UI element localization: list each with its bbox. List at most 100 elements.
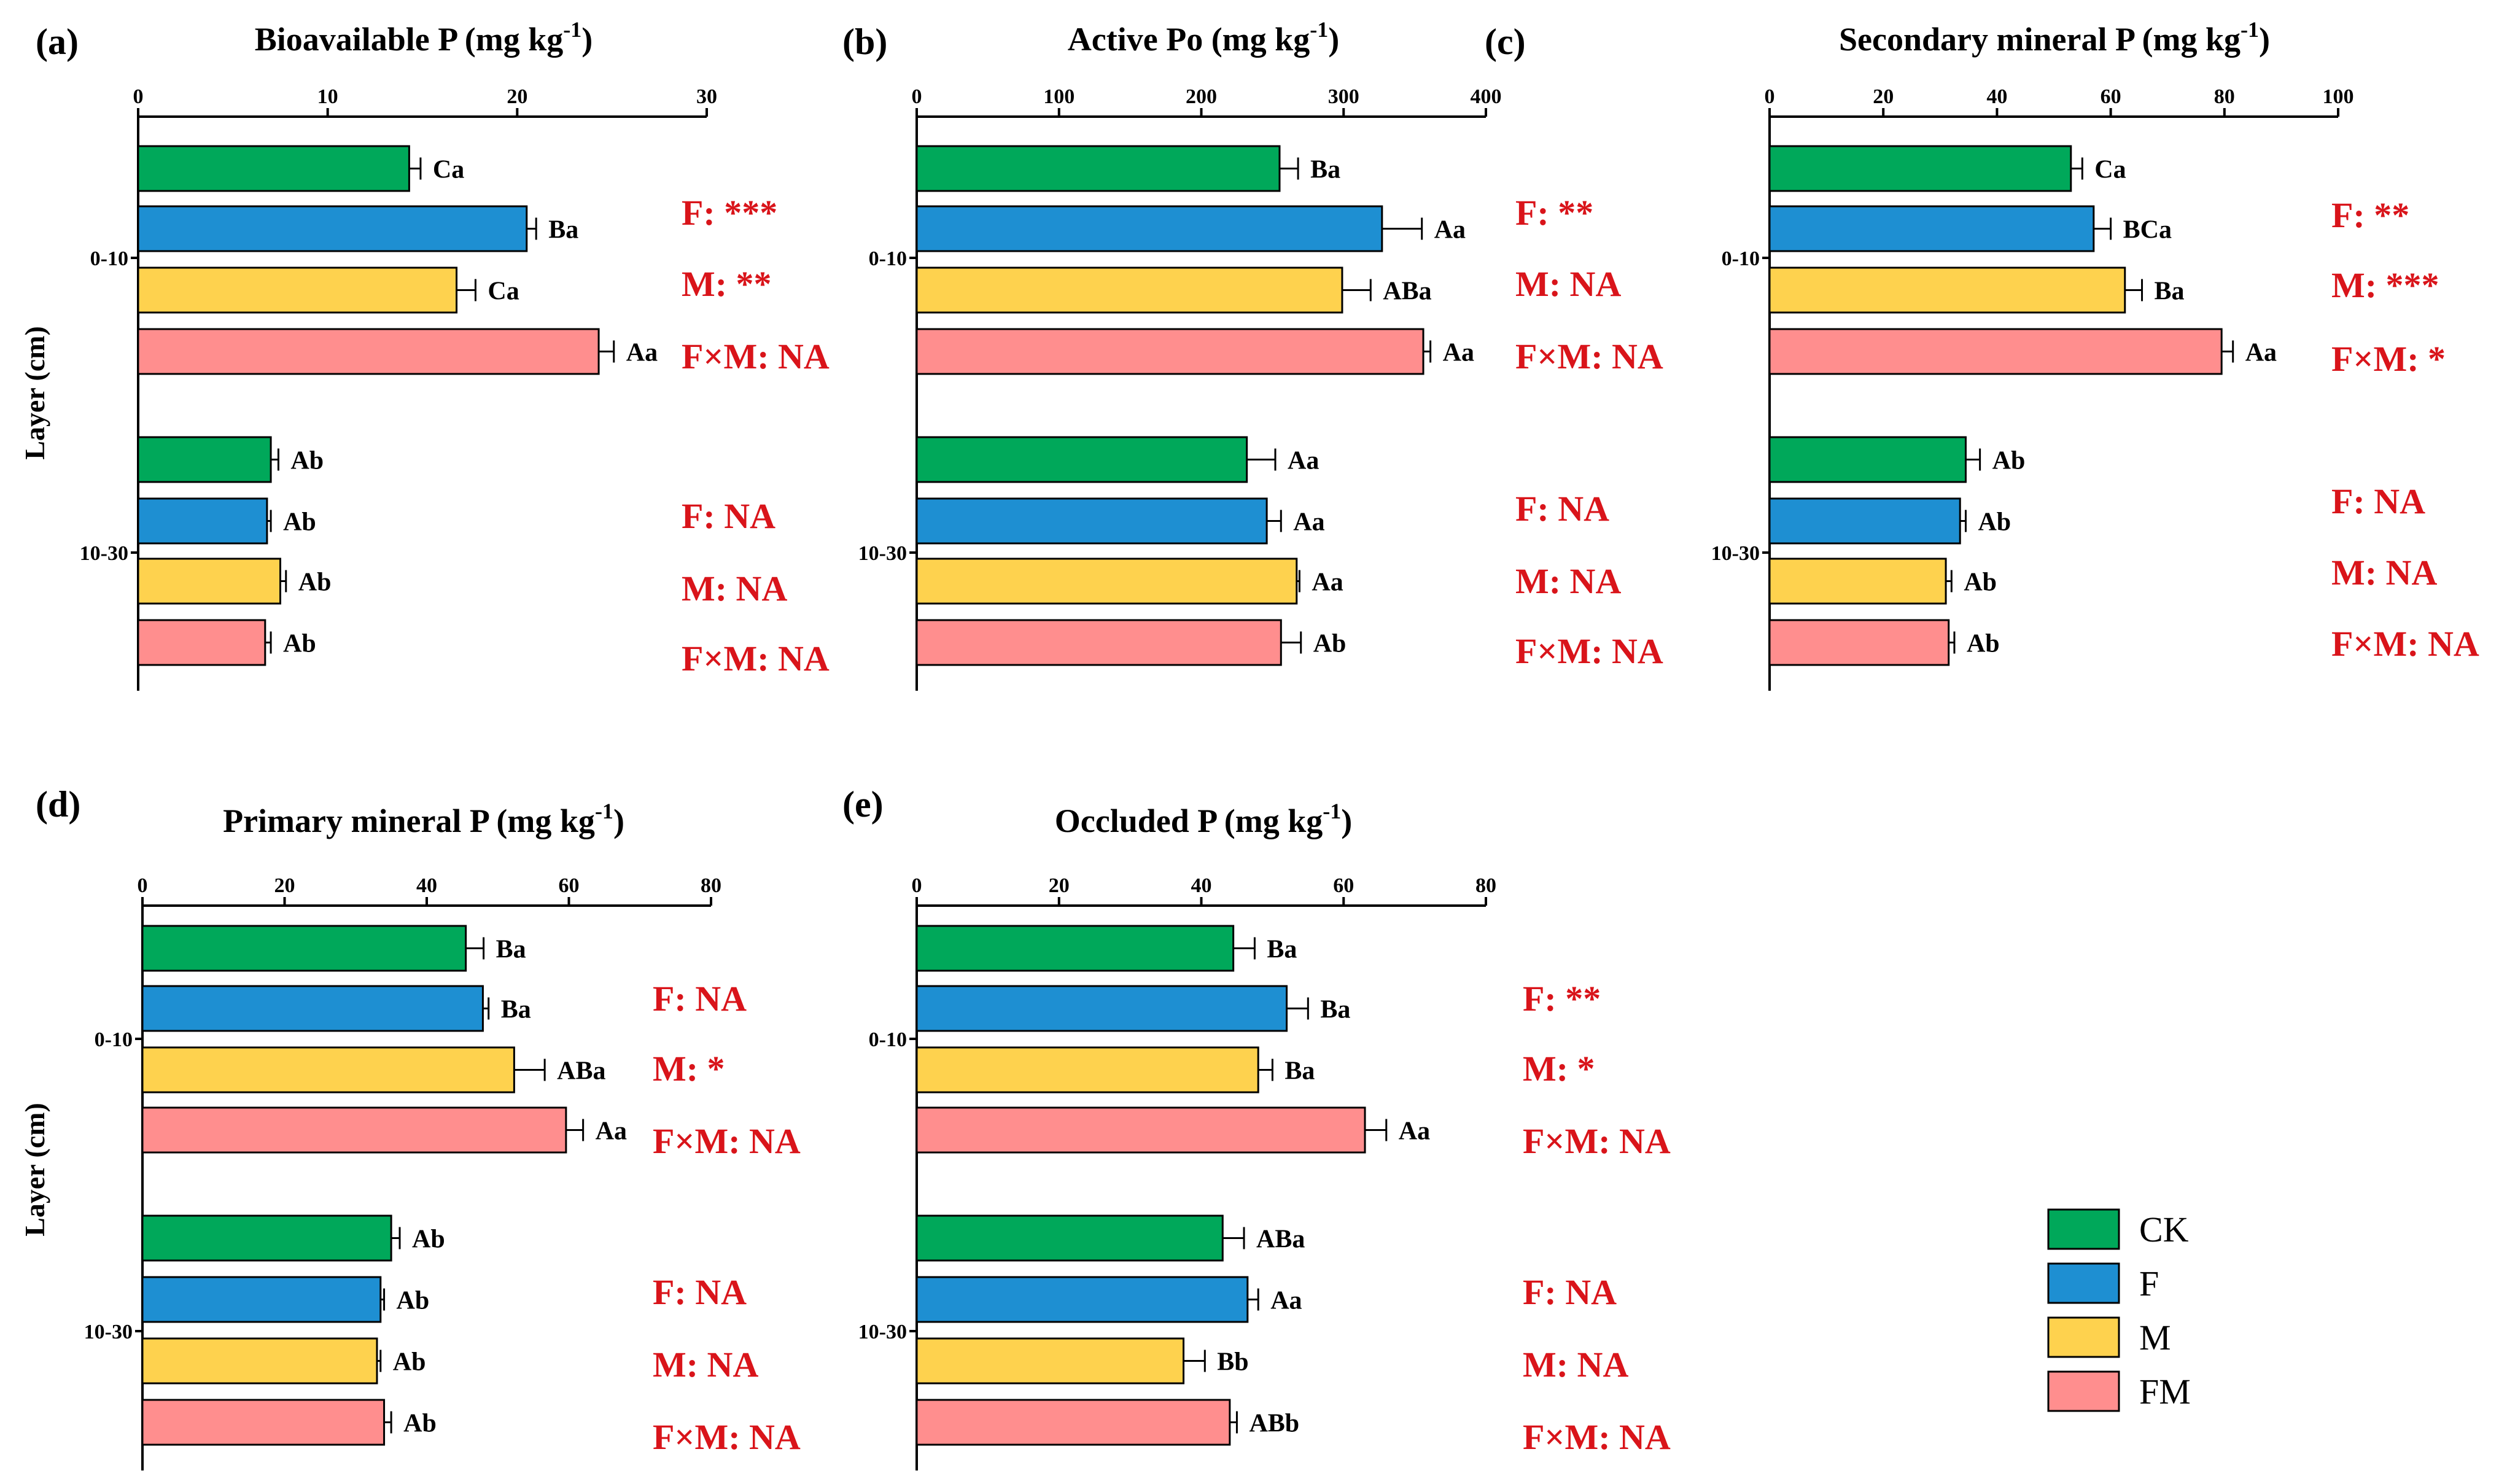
x-tick-label: 40: [1191, 874, 1212, 897]
bar-ck: [915, 925, 1235, 972]
significance-label: Ba: [501, 996, 531, 1024]
bar-fm: [1768, 619, 1950, 666]
x-tick-label: 300: [1328, 85, 1359, 108]
layer-label: 0-10: [869, 247, 907, 270]
significance-label: BCa: [2123, 216, 2172, 244]
bar-ck: [141, 1214, 392, 1262]
x-tick-label: 20: [1873, 85, 1894, 108]
legend-swatch-ck: [2047, 1208, 2120, 1250]
legend-swatch-fm: [2047, 1370, 2120, 1412]
anova-stat: F: ***: [682, 193, 777, 233]
significance-label: Aa: [1434, 216, 1466, 244]
anova-stat: F×M: NA: [653, 1121, 801, 1161]
bar-f: [1768, 205, 2095, 252]
bar-ck: [1768, 145, 2072, 192]
title-main: Occluded P (mg kg: [1055, 802, 1323, 839]
x-tick-label: 20: [1049, 874, 1070, 897]
layer-label: 0-10: [95, 1028, 133, 1051]
bar-ck: [141, 925, 467, 972]
anova-stat: F×M: NA: [1515, 631, 1663, 671]
significance-label: Ab: [412, 1226, 445, 1254]
significance-label: Ab: [283, 508, 316, 537]
bar-ck: [137, 145, 410, 192]
x-tick-label: 0: [138, 874, 148, 897]
bar-m: [1768, 557, 1947, 605]
panel-label: (c): [1485, 21, 1526, 62]
legend-swatch-m: [2047, 1316, 2120, 1358]
x-tick-label: 60: [559, 874, 580, 897]
title-end: ): [581, 21, 593, 58]
significance-label: Ba: [548, 216, 578, 244]
significance-label: Ca: [433, 156, 464, 184]
bar-m: [137, 557, 281, 605]
panel-title: Occluded P (mg kg-1): [1055, 799, 1353, 839]
anova-stat: F: NA: [682, 496, 775, 536]
title-end: ): [1328, 21, 1339, 58]
bar-ck: [137, 436, 272, 483]
significance-label: Aa: [1312, 569, 1343, 597]
legend-label: M: [2139, 1318, 2171, 1358]
bar-m: [915, 266, 1343, 314]
bar-fm: [137, 619, 266, 666]
bar-ck: [915, 436, 1248, 483]
x-tick-label: 20: [507, 85, 527, 108]
significance-label: ABa: [1256, 1226, 1305, 1254]
x-tick-label: 40: [1986, 85, 2007, 108]
x-tick-label: 100: [2323, 85, 2354, 108]
x-tick-label: 80: [701, 874, 721, 897]
anova-stat: M: NA: [1515, 561, 1621, 601]
panels: (a) Bioavailable P (mg kg-1)0 10 20 300-10Ca…: [36, 17, 2479, 1470]
anova-stat: F: **: [1523, 979, 1601, 1019]
title-main: Secondary mineral P (mg kg: [1839, 21, 2241, 58]
x-tick-label: 200: [1186, 85, 1217, 108]
significance-label: Ab: [403, 1410, 437, 1438]
layer-label: 0-10: [1722, 247, 1760, 270]
title-main: Active Po (mg kg: [1068, 21, 1310, 58]
x-tick-label: 80: [1475, 874, 1496, 897]
title-superscript: -1: [1323, 799, 1341, 823]
bar-ck: [1768, 436, 1967, 483]
y-axis-label-top: Layer (cm): [19, 326, 50, 460]
bar-f: [915, 205, 1383, 252]
anova-stat: F: NA: [2331, 481, 2425, 521]
significance-label: Ba: [2155, 278, 2185, 306]
anova-stat: M: *: [1523, 1049, 1595, 1089]
bar-f: [915, 985, 1288, 1032]
significance-label: Ab: [283, 630, 316, 658]
bar-m: [915, 1337, 1185, 1385]
x-tick-label: 0: [1765, 85, 1775, 108]
anova-stat: M: ***: [2331, 265, 2439, 305]
title-end: ): [613, 802, 624, 839]
significance-label: Aa: [1443, 339, 1474, 367]
bar-fm: [915, 619, 1282, 666]
title-end: ): [1341, 802, 1352, 839]
anova-stat: F: **: [1515, 193, 1593, 233]
anova-stat: F: NA: [1515, 489, 1609, 529]
bar-m: [1768, 266, 2126, 314]
significance-label: Ab: [1313, 630, 1347, 658]
x-tick-label: 20: [274, 874, 295, 897]
legend: CK FM FM: [2047, 1208, 2191, 1412]
anova-stat: M: **: [682, 264, 772, 304]
anova-stat: F×M: NA: [653, 1417, 801, 1457]
panel-label: (a): [36, 21, 79, 62]
title-superscript: -1: [2241, 17, 2259, 42]
panel-c: (c) Secondary mineral P (mg kg-1) 0 20 40 60 8…: [1485, 17, 2479, 691]
anova-stat: M: NA: [682, 569, 787, 608]
anova-stat: F×M: NA: [1515, 336, 1663, 376]
bar-ck: [915, 145, 1281, 192]
x-tick-label: 400: [1471, 85, 1502, 108]
anova-stat: F×M: NA: [1523, 1417, 1671, 1457]
legend-label: F: [2139, 1264, 2159, 1303]
significance-label: Ba: [1267, 936, 1297, 964]
panel-b: (b) Active Po (mg kg-1) 0 100 200 300 400 0-10 B…: [842, 17, 1663, 691]
significance-label: ABa: [1383, 278, 1431, 306]
panel-title: Active Po (mg kg-1): [1068, 17, 1339, 58]
significance-label: Ab: [1967, 630, 2000, 658]
significance-label: Aa: [596, 1117, 627, 1146]
bar-f: [141, 1276, 382, 1323]
panel-e: (e) Occluded P (mg kg-1) 0 20 40 60 80 0-10 Ba Ba…: [842, 784, 1671, 1470]
anova-stat: F: **: [2331, 195, 2409, 235]
bar-m: [915, 1046, 1259, 1094]
